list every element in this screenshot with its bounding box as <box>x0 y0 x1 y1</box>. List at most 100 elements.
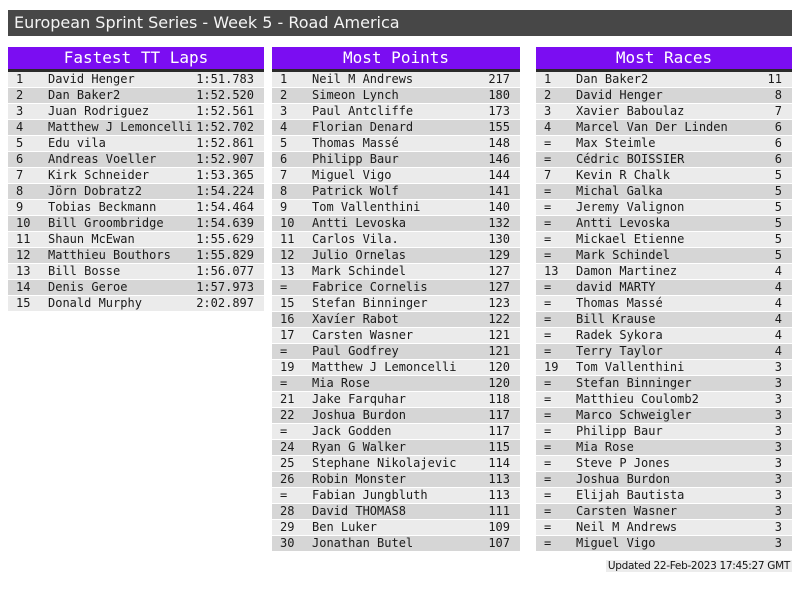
row-value: 3 <box>774 360 782 374</box>
table-row: 29 Ben Luker 109 <box>272 520 520 536</box>
row-driver-name: Stefan Binninger <box>312 296 428 310</box>
table-row: 19 Tom Vallenthini 3 <box>536 360 792 376</box>
table-row: 8 Jörn Dobratz2 1:54.224 <box>8 184 264 200</box>
row-value: 123 <box>488 296 510 310</box>
row-rank: = <box>544 344 552 358</box>
row-driver-name: Cédric BOISSIER <box>576 152 685 166</box>
row-value: 109 <box>488 520 510 534</box>
table-row: 5 Edu vila 1:52.861 <box>8 136 264 152</box>
row-driver-name: Paul Antcliffe <box>312 104 414 118</box>
row-driver-name: Terry Taylor <box>576 344 663 358</box>
row-driver-name: Joshua Burdon <box>312 408 406 422</box>
table-row: 13 Bill Bosse 1:56.077 <box>8 264 264 280</box>
row-rank: 3 <box>16 104 24 118</box>
table-row: 2 Simeon Lynch 180 <box>272 88 520 104</box>
table-row: 12 Matthieu Bouthors 1:55.829 <box>8 248 264 264</box>
row-value: 3 <box>774 392 782 406</box>
table-row: = Matthieu Coulomb2 3 <box>536 392 792 408</box>
leaderboard-fastest-tt-laps: Fastest TT Laps 1 David Henger 1:51.783 2 Dan… <box>8 47 264 312</box>
table-row: 3 Juan Rodriguez 1:52.561 <box>8 104 264 120</box>
row-value: 5 <box>774 216 782 230</box>
table-row: 9 Tobias Beckmann 1:54.464 <box>8 200 264 216</box>
board-title-most-points: Most Points <box>272 47 520 72</box>
row-value: 1:54.639 <box>196 216 254 230</box>
row-rank: 2 <box>280 88 288 102</box>
board-title-most-races: Most Races <box>536 47 792 72</box>
row-driver-name: Edu vila <box>48 136 106 150</box>
table-row: = Jack Godden 117 <box>272 424 520 440</box>
table-row: 26 Robin Monster 113 <box>272 472 520 488</box>
row-value: 1:54.464 <box>196 200 254 214</box>
table-row: 2 David Henger 8 <box>536 88 792 104</box>
table-row: = Mia Rose 3 <box>536 440 792 456</box>
row-rank: = <box>280 344 288 358</box>
row-value: 1:51.783 <box>196 72 254 86</box>
row-driver-name: Mia Rose <box>576 440 634 454</box>
table-row: = Fabrice Cornelis 127 <box>272 280 520 296</box>
row-driver-name: Antti Levoska <box>312 216 406 230</box>
table-row: = Antti Levoska 5 <box>536 216 792 232</box>
row-driver-name: Kevin R Chalk <box>576 168 670 182</box>
row-value: 1:52.520 <box>196 88 254 102</box>
table-row: = Neil M Andrews 3 <box>536 520 792 536</box>
table-row: 6 Andreas Voeller 1:52.907 <box>8 152 264 168</box>
row-driver-name: Tom Vallenthini <box>312 200 421 214</box>
board-body: 1 Neil M Andrews 217 2 Simeon Lynch 180 3 Paul … <box>272 72 520 552</box>
row-value: 1:52.702 <box>196 120 254 134</box>
row-value: 1:53.365 <box>196 168 254 182</box>
row-value: 122 <box>488 312 510 326</box>
row-rank: 28 <box>280 504 295 518</box>
row-rank: = <box>544 472 552 486</box>
row-value: 5 <box>774 248 782 262</box>
table-row: 24 Ryan G Walker 115 <box>272 440 520 456</box>
row-rank: 13 <box>16 264 31 278</box>
board-body: 1 David Henger 1:51.783 2 Dan Baker2 1:52.520… <box>8 72 264 312</box>
row-driver-name: Mickael Etienne <box>576 232 685 246</box>
row-driver-name: Damon Martinez <box>576 264 678 278</box>
row-value: 1:55.829 <box>196 248 254 262</box>
row-driver-name: Shaun McEwan <box>48 232 135 246</box>
table-row: 1 Neil M Andrews 217 <box>272 72 520 88</box>
row-rank: = <box>544 152 552 166</box>
row-value: 1:54.224 <box>196 184 254 198</box>
row-rank: 3 <box>544 104 552 118</box>
row-rank: 26 <box>280 472 295 486</box>
row-driver-name: Ben Luker <box>312 520 378 534</box>
row-driver-name: Miguel Vigo <box>312 168 392 182</box>
row-driver-name: Kirk Schneider <box>48 168 150 182</box>
row-driver-name: Fabrice Cornelis <box>312 280 428 294</box>
row-value: 4 <box>774 296 782 310</box>
row-rank: = <box>280 376 288 390</box>
row-driver-name: Xavíer Rabot <box>312 312 399 326</box>
row-driver-name: Bill Krause <box>576 312 656 326</box>
row-rank: 7 <box>544 168 552 182</box>
row-value: 130 <box>488 232 510 246</box>
row-rank: 13 <box>544 264 559 278</box>
row-driver-name: Max Steimle <box>576 136 656 150</box>
row-driver-name: Jörn Dobratz2 <box>48 184 142 198</box>
row-rank: 22 <box>280 408 295 422</box>
table-row: 11 Carlos Vila. 130 <box>272 232 520 248</box>
table-row: 15 Stefan Binninger 123 <box>272 296 520 312</box>
row-rank: 9 <box>280 200 288 214</box>
row-driver-name: Joshua Burdon <box>576 472 670 486</box>
row-driver-name: Juan Rodriguez <box>48 104 150 118</box>
row-rank: 4 <box>544 120 552 134</box>
row-driver-name: Michal Galka <box>576 184 663 198</box>
row-value: 127 <box>488 280 510 294</box>
row-value: 121 <box>488 344 510 358</box>
row-value: 6 <box>774 136 782 150</box>
row-value: 132 <box>488 216 510 230</box>
row-value: 144 <box>488 168 510 182</box>
row-driver-name: Jake Farquhar <box>312 392 406 406</box>
row-rank: 9 <box>16 200 24 214</box>
table-row: = Philipp Baur 3 <box>536 424 792 440</box>
leaderboard-most-points: Most Points 1 Neil M Andrews 217 2 Simeon Lyn… <box>272 47 520 552</box>
row-value: 173 <box>488 104 510 118</box>
table-row: = Carsten Wasner 3 <box>536 504 792 520</box>
row-value: 3 <box>774 504 782 518</box>
row-rank: 7 <box>280 168 288 182</box>
row-driver-name: Steve P Jones <box>576 456 670 470</box>
table-row: 13 Mark Schindel 127 <box>272 264 520 280</box>
row-driver-name: Carlos Vila. <box>312 232 399 246</box>
